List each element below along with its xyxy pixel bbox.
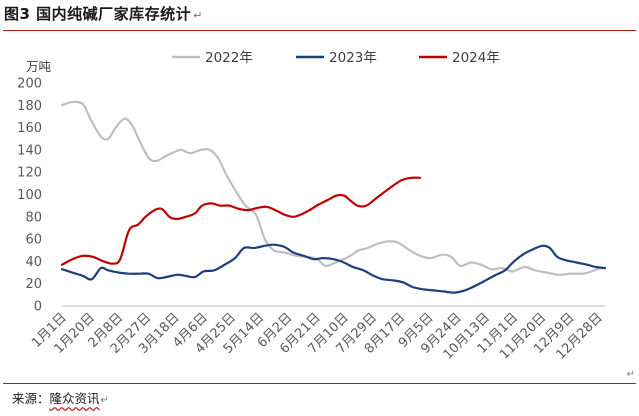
chart-title: 图3 国内纯碱厂家库存统计 ↵	[4, 3, 203, 24]
legend-label: 2022年	[205, 50, 253, 66]
y-tick-label: 140	[17, 143, 42, 158]
y-tick-label: 100	[17, 188, 42, 203]
y-axis-unit: 万吨	[26, 59, 52, 74]
chart-title-text: 图3 国内纯碱厂家库存统计	[4, 5, 192, 23]
legend-label: 2024年	[452, 50, 500, 66]
legend-label: 2023年	[329, 50, 377, 66]
series-line-2022年	[60, 100, 607, 276]
y-tick-label: 120	[17, 166, 42, 181]
y-tick-label: 180	[17, 99, 42, 114]
y-tick-label: 20	[25, 277, 42, 292]
y-tick-label: 0	[34, 300, 42, 315]
y-tick-label: 80	[25, 210, 42, 225]
y-tick-label: 60	[25, 233, 42, 248]
source-label: 来源：	[12, 391, 50, 406]
top-rule	[3, 30, 636, 31]
series-line-2024年	[60, 176, 422, 266]
bottom-rule	[3, 383, 636, 384]
y-tick-label: 40	[25, 255, 42, 270]
y-tick-label: 160	[17, 121, 42, 136]
source-value: 隆众资讯	[49, 391, 100, 406]
paragraph-mark-icon: ↵	[100, 395, 109, 406]
series-line-2023年	[60, 243, 607, 294]
paragraph-mark-icon: ↵	[626, 369, 635, 380]
y-tick-label: 200	[17, 77, 42, 92]
paragraph-mark-icon: ↵	[193, 9, 203, 22]
source-line: 来源：隆众资讯↵	[12, 388, 109, 407]
